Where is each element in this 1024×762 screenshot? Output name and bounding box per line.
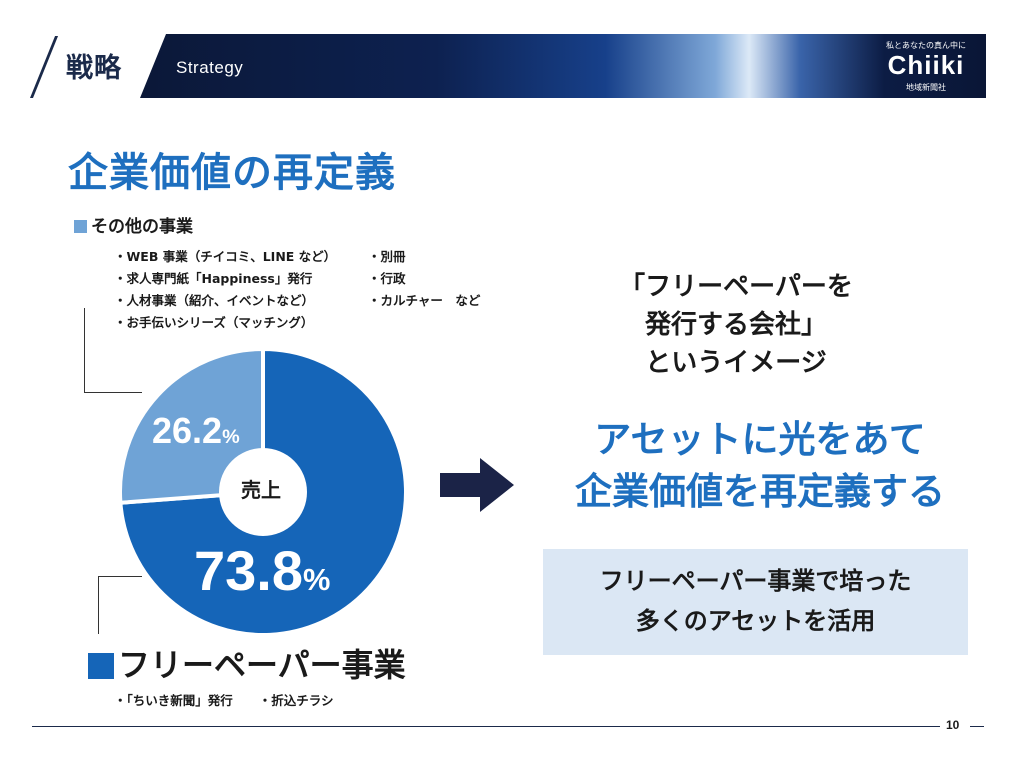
other-business-list-right: ・別冊 ・行政 ・カルチャー など	[368, 246, 480, 312]
list-item: ・WEB 事業（チイコミ、LINE など）	[114, 249, 337, 264]
company-logo: Chiiki	[887, 50, 965, 80]
main-slice-label: 73.8%	[194, 538, 330, 603]
section-title-jp: 戦略	[66, 53, 122, 84]
page-number: 10	[946, 718, 960, 732]
header-band	[140, 34, 986, 98]
list-item: ・求人専門紙「Happiness」発行	[114, 271, 313, 286]
list-item: ・折込チラシ	[258, 693, 334, 708]
leader-line-other-horizontal	[84, 392, 142, 393]
other-business-heading-text: その他の事業	[91, 217, 193, 237]
right-arrow-icon	[440, 458, 514, 512]
page-title: 企業価値の再定義	[68, 150, 396, 196]
image-statement-line: 「フリーペーパーを	[619, 272, 853, 302]
key-message-line: アセットに光をあて	[594, 418, 926, 461]
list-item: ・お手伝いシリーズ（マッチング）	[114, 315, 314, 330]
logo-tagline: 私とあなたの真ん中に	[886, 41, 966, 50]
other-business-heading: その他の事業	[74, 212, 193, 237]
main-percent-unit: %	[303, 562, 331, 597]
free-paper-heading-text: フリーペーパー事業	[118, 646, 406, 684]
image-statement-line: というイメージ	[645, 348, 827, 378]
donut-center-label: 売上	[241, 478, 281, 502]
list-item: ・人材事業（紹介、イベントなど）	[114, 293, 315, 308]
list-item: ・「ちいき新聞」発行	[114, 693, 233, 708]
main-percent-number: 73.8	[194, 539, 303, 602]
leader-line-main-horizontal	[98, 576, 142, 577]
legend-square-other	[74, 220, 87, 233]
free-paper-heading: フリーペーパー事業	[88, 640, 406, 686]
asset-callout-line: フリーペーパー事業で培った	[599, 567, 912, 595]
footer-dash	[970, 726, 984, 727]
image-statement-line: 発行する会社」	[644, 310, 827, 340]
free-paper-items: ・「ちいき新聞」発行 ・折込チラシ	[114, 690, 334, 709]
other-percent-unit: %	[222, 426, 240, 448]
sales-donut-chart	[118, 347, 408, 637]
asset-callout-line: 多くのアセットを活用	[635, 607, 876, 635]
key-message-line: 企業価値を再定義する	[575, 470, 945, 513]
list-item: ・別冊	[368, 249, 406, 264]
donut-slice-other	[118, 347, 265, 505]
other-slice-label: 26.2%	[152, 410, 240, 452]
leader-line-other-vertical	[84, 308, 85, 392]
section-title-en: Strategy	[176, 58, 244, 77]
logo-subtitle: 地域新聞社	[906, 83, 946, 92]
donut-hole	[219, 448, 307, 536]
list-item: ・カルチャー など	[368, 293, 481, 308]
footer-rule	[32, 726, 940, 727]
legend-square-main	[88, 653, 114, 679]
asset-callout-box: フリーペーパー事業で培った 多くのアセットを活用	[543, 549, 968, 655]
other-business-list-left: ・WEB 事業（チイコミ、LINE など） ・求人専門紙「Happiness」発…	[114, 246, 336, 334]
image-statement: 「フリーペーパーを 発行する会社」 というイメージ	[574, 268, 898, 382]
other-percent-number: 26.2	[152, 410, 223, 451]
header-slash	[30, 36, 59, 98]
key-message: アセットに光をあて 企業価値を再定義する	[540, 414, 980, 518]
list-item: ・行政	[368, 271, 406, 286]
leader-line-main-vertical	[98, 576, 99, 634]
